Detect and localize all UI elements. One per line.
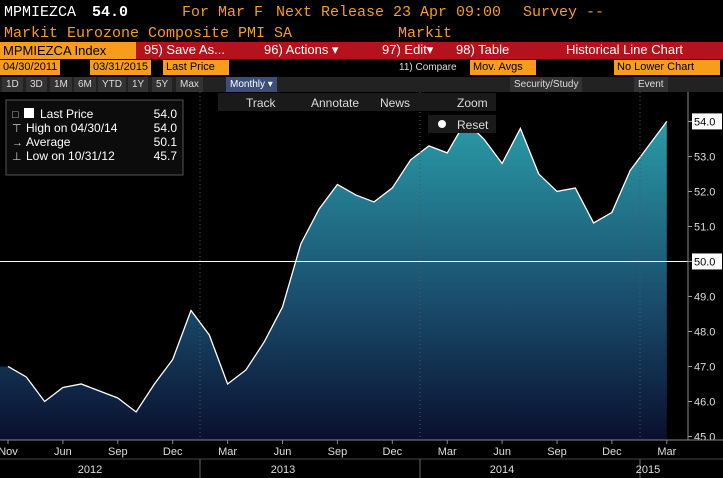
period-button[interactable]: Max (176, 77, 203, 92)
x-tick-label: Mar (438, 446, 457, 458)
year-label: 2015 (636, 464, 660, 476)
legend-box (5, 99, 184, 176)
event[interactable]: Event (634, 77, 668, 92)
study[interactable]: Security/Study (510, 77, 583, 92)
y-tick-label: 47.0 (694, 361, 715, 373)
x-tick-label: Jun (54, 446, 72, 458)
button[interactable]: 96) Actions ▾ (260, 42, 343, 58)
x-tick-label: Mar (218, 446, 237, 458)
price: 54.0 (92, 4, 129, 21)
price-line (7, 120, 668, 413)
period-button[interactable]: 1Y (128, 77, 149, 92)
period-button[interactable]: 1M (50, 77, 72, 92)
range-bar: 04/30/2011 03/31/2015 Last Price 11) Com… (0, 60, 723, 76)
y-tick-label: 50.0 (694, 256, 715, 268)
axis-bg (688, 92, 723, 478)
action-bar: MPMIEZCA Index 95) Save As... 96) Action… (0, 42, 723, 59)
legend-label: Low on 10/31/12 (26, 149, 115, 163)
reset-icon (438, 120, 446, 128)
legend-label: Last Price (40, 107, 94, 121)
tick-highlight (692, 253, 722, 270)
period-bar: 1D 3D 1M 6M YTD 1Y 5Y Max Monthly ▾ Security/St… (0, 77, 723, 92)
x-tick-label: Mar (657, 446, 676, 458)
legend-label: Average (26, 135, 71, 149)
area (0, 121, 667, 440)
legend-swatch (24, 108, 34, 118)
legend-value: 45.7 (154, 149, 178, 163)
x-tick-label: Nov (0, 446, 18, 458)
year-label: 2013 (271, 464, 295, 476)
y-tick-label: 48.0 (694, 326, 715, 338)
chart-tool[interactable]: Annotate (311, 96, 359, 110)
next-release: Next Release 23 Apr 09:00 (276, 4, 502, 21)
name-bar: Markit Eurozone Composite PMI SA Markit (0, 25, 723, 42)
y-tick-label: 53.0 (694, 151, 715, 163)
legend-value: 54.0 (154, 121, 178, 135)
compare[interactable]: 11) Compare (395, 60, 461, 75)
y-tick-label: 52.0 (694, 186, 715, 198)
period: For Mar F (182, 4, 264, 21)
year-label: 2012 (78, 464, 102, 476)
title-bar: MPMIEZCA 54.0 For Mar F Next Release 23 … (0, 0, 723, 25)
period-button[interactable]: 1D (2, 77, 23, 92)
lower-chart[interactable]: No Lower Chart (614, 60, 720, 75)
ticker: MPMIEZCA (4, 4, 77, 21)
x-tick-label: Jun (493, 446, 511, 458)
mov-avgs[interactable]: Mov. Avgs (470, 60, 536, 75)
x-tick-label: Dec (383, 446, 403, 458)
survey: Survey -- (523, 4, 605, 21)
period-button[interactable]: 5Y (152, 77, 173, 92)
legend-icon: ⊥ (12, 151, 22, 163)
y-tick-label: 49.0 (694, 291, 715, 303)
tick-highlight (692, 113, 722, 130)
period-button[interactable]: YTD (98, 77, 126, 92)
x-tick-label: Sep (547, 446, 567, 458)
legend-icon: → (12, 137, 23, 149)
security-field[interactable]: MPMIEZCA Index (0, 42, 136, 59)
button[interactable]: 95) Save As... (140, 42, 229, 58)
y-tick-label: 54.0 (694, 116, 715, 128)
year-label: 2014 (490, 464, 514, 476)
field[interactable]: Last Price (163, 60, 229, 75)
source: Markit (398, 25, 453, 42)
reset-bg (428, 115, 496, 133)
legend-label: High on 04/30/14 (26, 121, 118, 135)
x-tick-label: Dec (602, 446, 622, 458)
chart-tool[interactable]: Zoom (457, 96, 488, 110)
period-button[interactable]: 6M (74, 77, 96, 92)
period-button[interactable]: 3D (26, 77, 47, 92)
end-date[interactable]: 03/31/2015 (90, 60, 152, 75)
frequency[interactable]: Monthly ▾ (226, 77, 277, 92)
legend-icon: □ (12, 109, 19, 121)
security-name: Markit Eurozone Composite PMI SA (4, 25, 293, 42)
chart-tool[interactable]: News (380, 96, 410, 110)
legend-icon: ⊤ (12, 123, 22, 135)
legend-value: 50.1 (154, 135, 178, 149)
x-tick-label: Dec (163, 446, 183, 458)
chart: 45.046.047.048.049.050.051.052.053.054.0… (0, 92, 723, 478)
chart-tool[interactable]: Track (246, 96, 277, 110)
button[interactable]: 97) Edit▾ (378, 42, 438, 58)
x-tick-label: Sep (108, 446, 128, 458)
start-date[interactable]: 04/30/2011 (0, 60, 61, 75)
x-tick-label: Jun (274, 446, 292, 458)
reset-button[interactable]: Reset (457, 118, 489, 132)
button[interactable]: 98) Table (452, 42, 514, 58)
view-title: Historical Line Chart (562, 42, 688, 58)
legend-value: 54.0 (154, 107, 178, 121)
x-tick-label: Sep (328, 446, 348, 458)
y-tick-label: 46.0 (694, 396, 715, 408)
tools-bar (218, 93, 496, 111)
y-tick-label: 51.0 (694, 221, 715, 233)
